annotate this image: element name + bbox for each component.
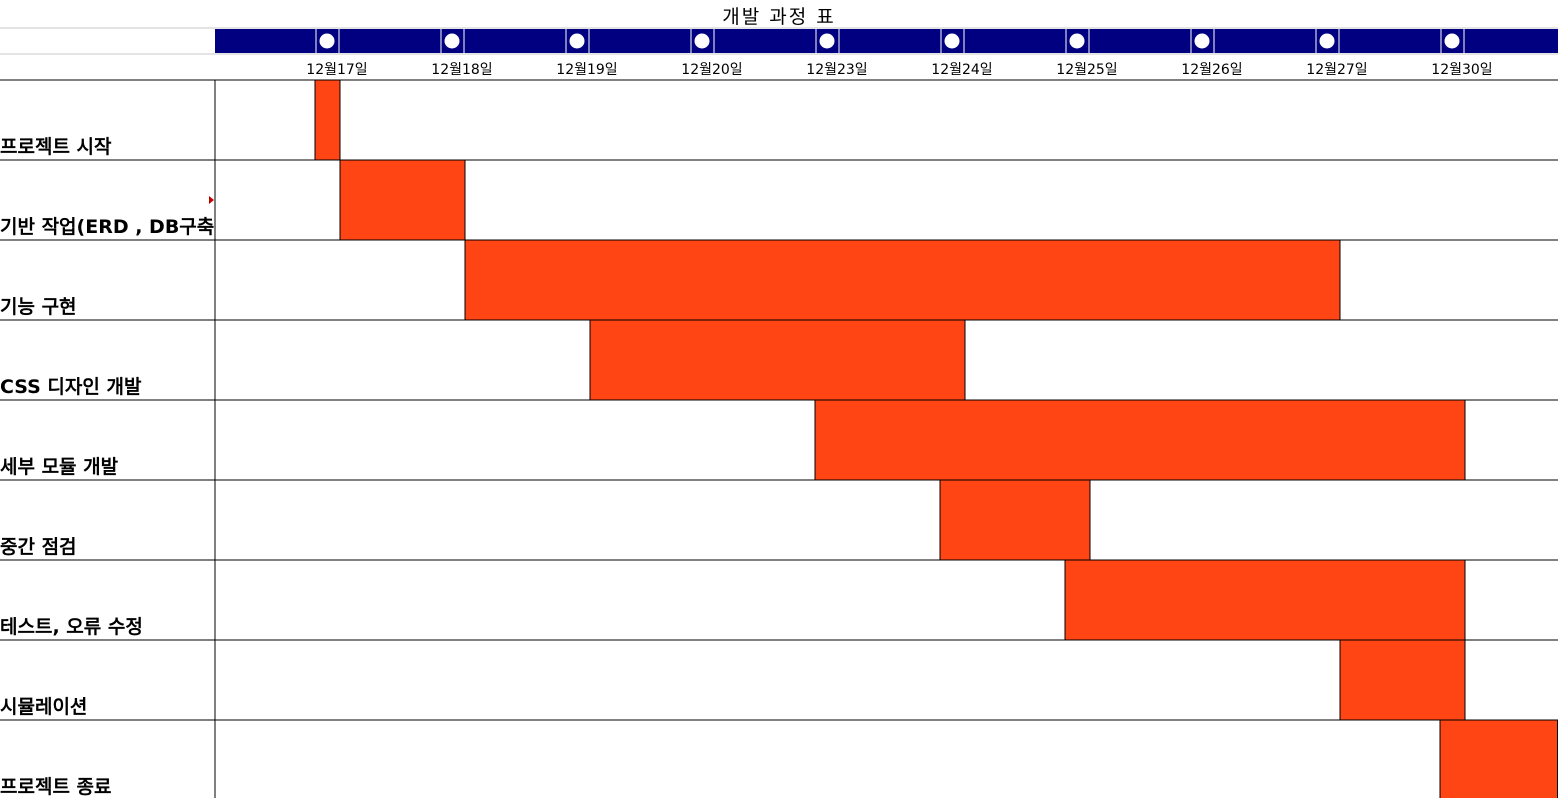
task-label: 기반 작업(ERD , DB구축 [0,216,214,238]
date-tick-label: 12월26일 [1181,62,1242,78]
task-label: 기능 구현 [0,296,77,318]
task-bar [814,399,1466,481]
date-tick-label: 12월17일 [306,62,367,78]
date-tick-label: 12월23일 [806,62,867,78]
date-tick-label: 12월24일 [931,62,992,78]
timeline-marker [1194,33,1210,49]
task-label: 시뮬레이션 [0,696,87,718]
task-bar [1339,639,1466,721]
date-tick-label: 12월20일 [681,62,742,78]
task-label: 프로젝트 시작 [0,136,112,158]
task-label: CSS 디자인 개발 [0,376,142,398]
timeline-marker [1069,33,1085,49]
timeline-marker [694,33,710,49]
timeline-band [215,29,1558,53]
timeline-marker [819,33,835,49]
date-tick-label: 12월27일 [1306,62,1367,78]
task-bar [314,79,341,161]
chart-title: 개발 과정 표 [722,6,836,28]
comment-indicator-icon [209,196,214,204]
task-label: 프로젝트 종료 [0,776,112,798]
timeline-marker [569,33,585,49]
task-bar [1064,559,1466,641]
task-bar [1439,719,1558,798]
timeline-marker [1444,33,1460,49]
task-bar [339,159,466,241]
task-bar [939,479,1091,561]
date-tick-label: 12월18일 [431,62,492,78]
timeline-marker [319,33,335,49]
task-bar [589,319,966,401]
timeline-marker [944,33,960,49]
task-bar [464,239,1341,321]
task-label: 중간 점검 [0,536,77,558]
date-tick-label: 12월19일 [556,62,617,78]
timeline-marker [444,33,460,49]
date-tick-label: 12월25일 [1056,62,1117,78]
timeline-marker [1319,33,1335,49]
date-tick-label: 12월30일 [1431,62,1492,78]
task-label: 테스트, 오류 수정 [0,616,143,638]
task-label: 세부 모듈 개발 [0,456,119,478]
